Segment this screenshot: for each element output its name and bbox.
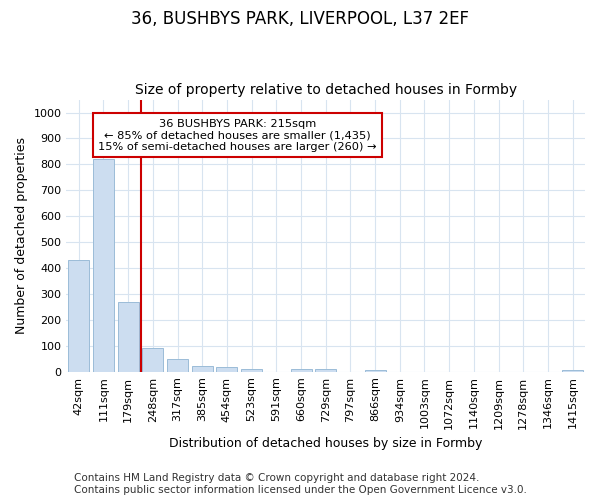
Bar xyxy=(290,369,311,372)
Bar xyxy=(241,369,262,372)
Bar xyxy=(167,359,188,372)
Bar xyxy=(217,368,238,372)
Bar xyxy=(562,370,583,372)
Title: Size of property relative to detached houses in Formby: Size of property relative to detached ho… xyxy=(134,83,517,97)
Text: 36, BUSHBYS PARK, LIVERPOOL, L37 2EF: 36, BUSHBYS PARK, LIVERPOOL, L37 2EF xyxy=(131,10,469,28)
Y-axis label: Number of detached properties: Number of detached properties xyxy=(15,137,28,334)
Text: Contains HM Land Registry data © Crown copyright and database right 2024.
Contai: Contains HM Land Registry data © Crown c… xyxy=(74,474,526,495)
Bar xyxy=(142,348,163,372)
Text: 36 BUSHBYS PARK: 215sqm
← 85% of detached houses are smaller (1,435)
15% of semi: 36 BUSHBYS PARK: 215sqm ← 85% of detache… xyxy=(98,118,377,152)
Bar xyxy=(93,159,114,372)
X-axis label: Distribution of detached houses by size in Formby: Distribution of detached houses by size … xyxy=(169,437,482,450)
Bar xyxy=(192,366,213,372)
Bar xyxy=(315,369,336,372)
Bar xyxy=(365,370,386,372)
Bar xyxy=(118,302,139,372)
Bar xyxy=(68,260,89,372)
